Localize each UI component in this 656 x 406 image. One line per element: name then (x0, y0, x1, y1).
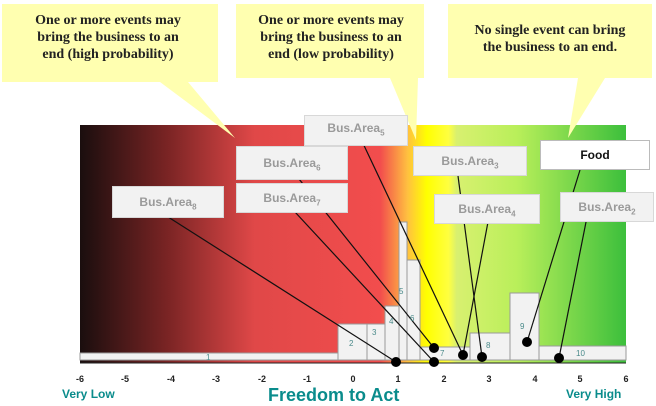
bar-number-5: 5 (399, 287, 404, 296)
tick-label: -4 (166, 374, 176, 384)
bus-area-8-label: Bus.Area8 (112, 186, 224, 218)
bus-area-7-name: Bus.Area (263, 191, 317, 205)
callout-bubble-low (236, 4, 424, 140)
bus-area-8-sub: 8 (192, 202, 197, 212)
tick-label: 1 (395, 374, 401, 384)
bus-area-6-label: Bus.Area6 (236, 146, 348, 180)
bus-area-7-label: Bus.Area7 (236, 183, 348, 213)
bus-area-2-label: Bus.Area2 (560, 192, 654, 222)
callout-bubble-none (448, 4, 652, 138)
bus-area-5-name: Bus.Area (327, 121, 381, 135)
tick-label: -1 (302, 374, 312, 384)
histogram-bar-9 (509, 292, 540, 361)
bar-number-6: 6 (410, 314, 415, 323)
bar-numbers: 1 2 3 4 5 6 7 8 9 10 (206, 287, 585, 362)
data-point-dots (391, 337, 564, 367)
histogram-bar-4 (384, 305, 400, 361)
bus-area-5-label: Bus.Area5 (304, 115, 408, 147)
data-point (429, 343, 439, 353)
connector-bus-area-8 (164, 214, 397, 363)
tick-label: 4 (532, 374, 538, 384)
callout-high-probability: One or more events may bring the busines… (35, 13, 181, 62)
bar-number-8: 8 (486, 341, 491, 350)
histogram-bar-6 (406, 259, 421, 361)
bar-number-4: 4 (389, 317, 394, 326)
bar-number-2: 2 (349, 339, 354, 348)
bar-number-3: 3 (372, 328, 377, 337)
connector-bus-area-5 (359, 136, 464, 356)
data-point (429, 357, 439, 367)
food-name: Food (580, 148, 610, 162)
bus-area-5-sub: 5 (380, 128, 385, 138)
data-point (458, 350, 468, 360)
bus-area-7-sub: 7 (316, 198, 321, 208)
very-low-label: Very Low (62, 387, 115, 401)
callout-bubble-high (2, 4, 235, 138)
bus-area-3-sub: 3 (494, 161, 499, 171)
tick-label: -2 (257, 374, 267, 384)
connector-bus-area-2 (558, 211, 589, 359)
callout-low-probability: One or more events may bring the busines… (258, 13, 404, 62)
tick-label: 3 (486, 374, 492, 384)
connector-bus-area-7 (294, 211, 435, 363)
connector-bus-area-4 (462, 221, 489, 356)
tick-label: 5 (577, 374, 583, 384)
tick-label: 2 (441, 374, 447, 384)
data-point (391, 357, 401, 367)
callout-no-single-event: No single event can bring the business t… (474, 23, 626, 55)
bus-area-4-name: Bus.Area (458, 202, 512, 216)
bus-area-8-name: Bus.Area (139, 195, 193, 209)
data-point (477, 352, 487, 362)
tick-label: -6 (75, 374, 85, 384)
tick-label: -3 (211, 374, 221, 384)
bar-number-9: 9 (520, 322, 525, 331)
bus-area-6-sub: 6 (316, 163, 321, 173)
bus-area-4-label: Bus.Area4 (434, 194, 540, 224)
histogram-bar-8 (469, 332, 511, 361)
bar-number-7: 7 (440, 349, 445, 358)
very-high-label: Very High (566, 387, 622, 401)
bar-number-10: 10 (576, 349, 585, 358)
tick-label: -5 (120, 374, 130, 384)
data-point (554, 353, 564, 363)
bus-area-3-label: Bus.Area3 (413, 146, 527, 176)
tick-label: 0 (350, 374, 356, 384)
tick-label: 6 (623, 374, 629, 384)
bus-area-2-name: Bus.Area (578, 200, 632, 214)
axis-title: Freedom to Act (268, 385, 400, 405)
bus-area-6-name: Bus.Area (263, 156, 317, 170)
bar-number-1: 1 (206, 353, 211, 362)
bus-area-2-sub: 2 (631, 207, 636, 217)
data-point (522, 337, 532, 347)
bus-area-3-name: Bus.Area (441, 154, 495, 168)
bus-area-4-sub: 4 (511, 209, 516, 219)
food-label: Food (540, 140, 650, 170)
